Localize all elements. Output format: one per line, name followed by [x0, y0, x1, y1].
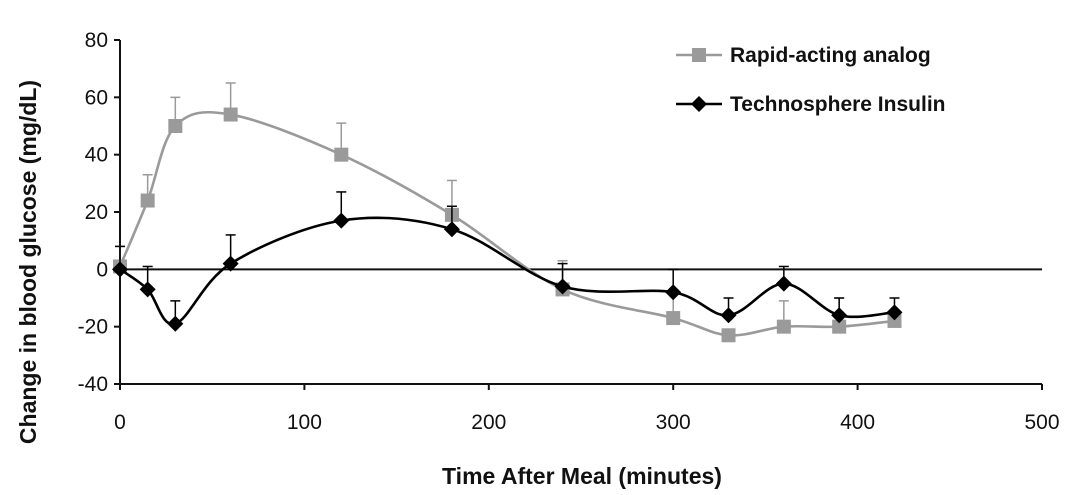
data-point [720, 307, 737, 324]
legend: Rapid-acting analog Technosphere Insulin [676, 44, 945, 116]
series-line [118, 110, 895, 337]
y-tick-label: 20 [85, 201, 108, 224]
data-point [167, 315, 184, 332]
data-point [334, 147, 349, 162]
data-point [886, 304, 903, 321]
x-tick-label: 0 [114, 411, 126, 434]
x-axis-title: Time After Meal (minutes) [442, 463, 722, 489]
x-tick-label: 200 [471, 411, 506, 434]
legend-marker [691, 96, 707, 112]
axes: -40 -20 0 20 40 60 80 0 100 200 300 400 500 [78, 29, 1060, 434]
data-point [832, 319, 847, 334]
data-point [665, 284, 682, 301]
x-tick-label: 100 [287, 411, 322, 434]
series-layer [112, 82, 903, 343]
x-axis-ticks: 0 100 200 300 400 500 [114, 383, 1060, 434]
y-axis-title: Change in blood glucose (mg/dL) [15, 80, 41, 444]
y-tick-label: 0 [96, 258, 108, 281]
y-tick-label: -40 [78, 373, 108, 396]
data-point [554, 278, 571, 295]
legend-item-rapid-acting-analog: Rapid-acting analog [676, 44, 931, 67]
series-line [119, 216, 895, 326]
y-tick-label: 40 [85, 144, 108, 167]
x-tick-label: 400 [840, 411, 875, 434]
data-point [140, 193, 155, 208]
data-point [443, 221, 460, 238]
data-point [831, 307, 848, 324]
data-point [775, 275, 792, 292]
legend-item-technosphere-insulin: Technosphere Insulin [676, 93, 945, 116]
data-point [139, 281, 156, 298]
data-point [887, 313, 902, 328]
series-rapid-acting-analog [113, 82, 902, 343]
data-point [666, 311, 681, 326]
data-point [222, 255, 239, 272]
data-point [223, 107, 238, 122]
data-point [112, 261, 128, 278]
x-tick-label: 500 [1024, 411, 1059, 434]
data-point [776, 319, 791, 334]
y-tick-label: 60 [85, 86, 108, 109]
y-tick-label: 80 [85, 29, 108, 52]
data-point [721, 328, 736, 343]
data-point [168, 119, 183, 133]
series-technosphere-insulin [112, 191, 903, 332]
legend-marker [692, 48, 706, 62]
legend-label: Technosphere Insulin [730, 93, 945, 116]
y-axis-ticks: -40 -20 0 20 40 60 80 [78, 29, 120, 396]
legend-label: Rapid-acting analog [730, 44, 931, 67]
y-tick-label: -20 [78, 316, 108, 339]
data-point [333, 212, 350, 229]
x-tick-label: 300 [656, 411, 691, 434]
